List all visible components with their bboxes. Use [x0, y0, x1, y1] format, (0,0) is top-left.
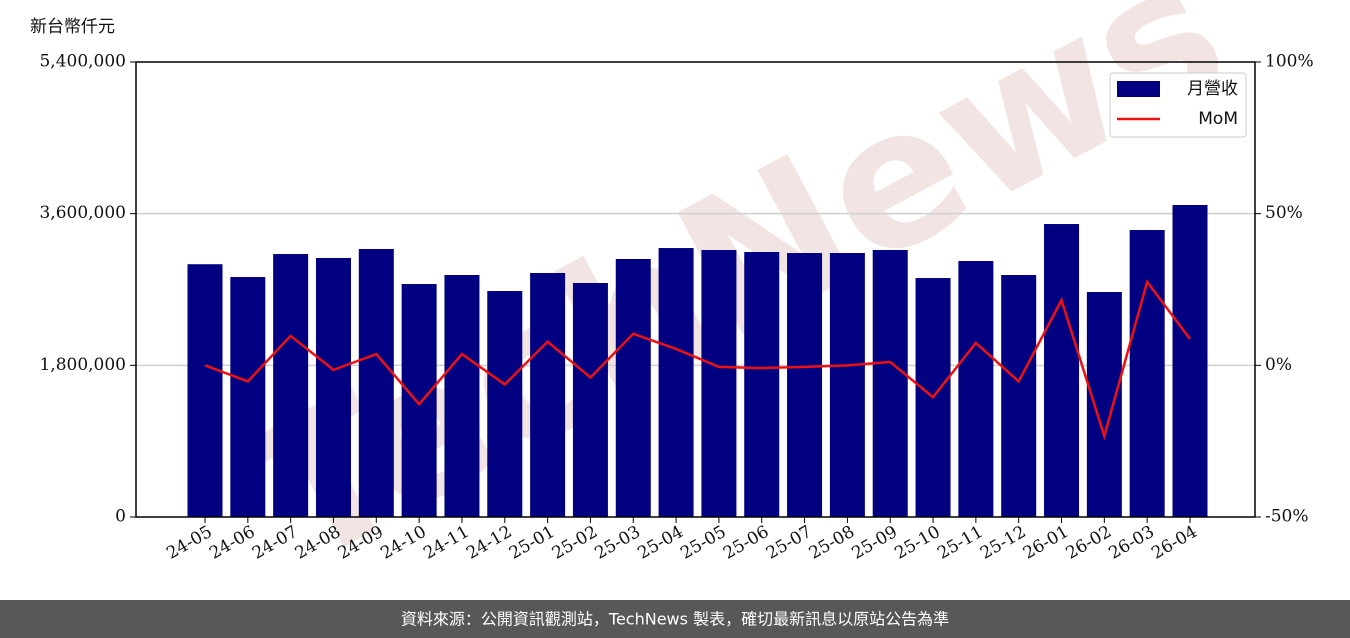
line: [204, 279, 1191, 441]
x-tick-label: 25-09: [849, 522, 901, 564]
x-tick-label: 25-12: [977, 522, 1029, 564]
x-tick-label: 25-01: [506, 522, 558, 564]
x-tick-label: 25-05: [677, 522, 729, 564]
y2-tick-label: 50%: [1265, 203, 1303, 223]
x-tick-label: 24-07: [249, 522, 301, 564]
bar: [872, 249, 908, 517]
x-tick-label: 25-07: [763, 522, 815, 564]
bar: [444, 275, 480, 517]
x-tick-label: 26-02: [1063, 522, 1115, 564]
y2-tick-label: 100%: [1265, 52, 1314, 72]
y-tick-label: 3,600,000: [39, 203, 126, 223]
bar: [230, 277, 266, 517]
bar: [1086, 292, 1122, 517]
plot-frame: [135, 61, 1256, 518]
y2-tick-label: 0%: [1265, 355, 1292, 375]
x-tick-label: 25-04: [634, 522, 686, 564]
x-tick-label: 25-03: [592, 522, 644, 564]
bar: [187, 264, 223, 517]
bar: [829, 253, 865, 517]
bar: [701, 249, 737, 517]
x-tick-label: 25-11: [934, 522, 986, 564]
bar: [358, 248, 394, 517]
bar: [1044, 224, 1080, 517]
bar: [401, 284, 437, 517]
x-tick-label: 24-05: [163, 522, 215, 564]
bar: [1001, 275, 1037, 517]
legend-label: 月營收: [1187, 79, 1238, 99]
bar: [1129, 230, 1165, 517]
x-tick-label: 26-03: [1105, 522, 1157, 564]
bar: [744, 252, 780, 517]
bar: [958, 261, 994, 517]
legend-label: MoM: [1198, 109, 1238, 129]
y-axis-label: 新台幣仟元: [30, 17, 115, 37]
footer: 資料來源：公開資訊觀測站，TechNews 製表，確切最新訊息以原站公告為準: [401, 610, 949, 629]
x-tick-label: 25-06: [720, 522, 772, 564]
bar: [273, 254, 309, 517]
bar: [315, 257, 351, 517]
bar: [572, 283, 608, 517]
bar: [530, 272, 566, 517]
x-tick-label: 25-08: [806, 522, 858, 564]
y-tick-label: 1,800,000: [39, 355, 126, 375]
y-tick-label: 5,400,000: [39, 52, 126, 72]
y2-tick-label: -50%: [1265, 507, 1309, 527]
bar: [658, 248, 694, 518]
bar: [1172, 204, 1208, 517]
bar: [487, 291, 523, 517]
y-tick-label: 0: [115, 507, 126, 527]
x-tick-label: 26-01: [1020, 522, 1072, 564]
bar: [787, 253, 823, 517]
bar: [615, 258, 651, 517]
footer-bar: [0, 600, 1350, 638]
x-tick-label: 24-06: [206, 522, 258, 564]
x-tick-label: 25-10: [891, 522, 943, 564]
legend-swatch: [1117, 81, 1160, 97]
x-tick-label: 25-02: [549, 522, 601, 564]
x-tick-label: 26-04: [1148, 522, 1200, 564]
